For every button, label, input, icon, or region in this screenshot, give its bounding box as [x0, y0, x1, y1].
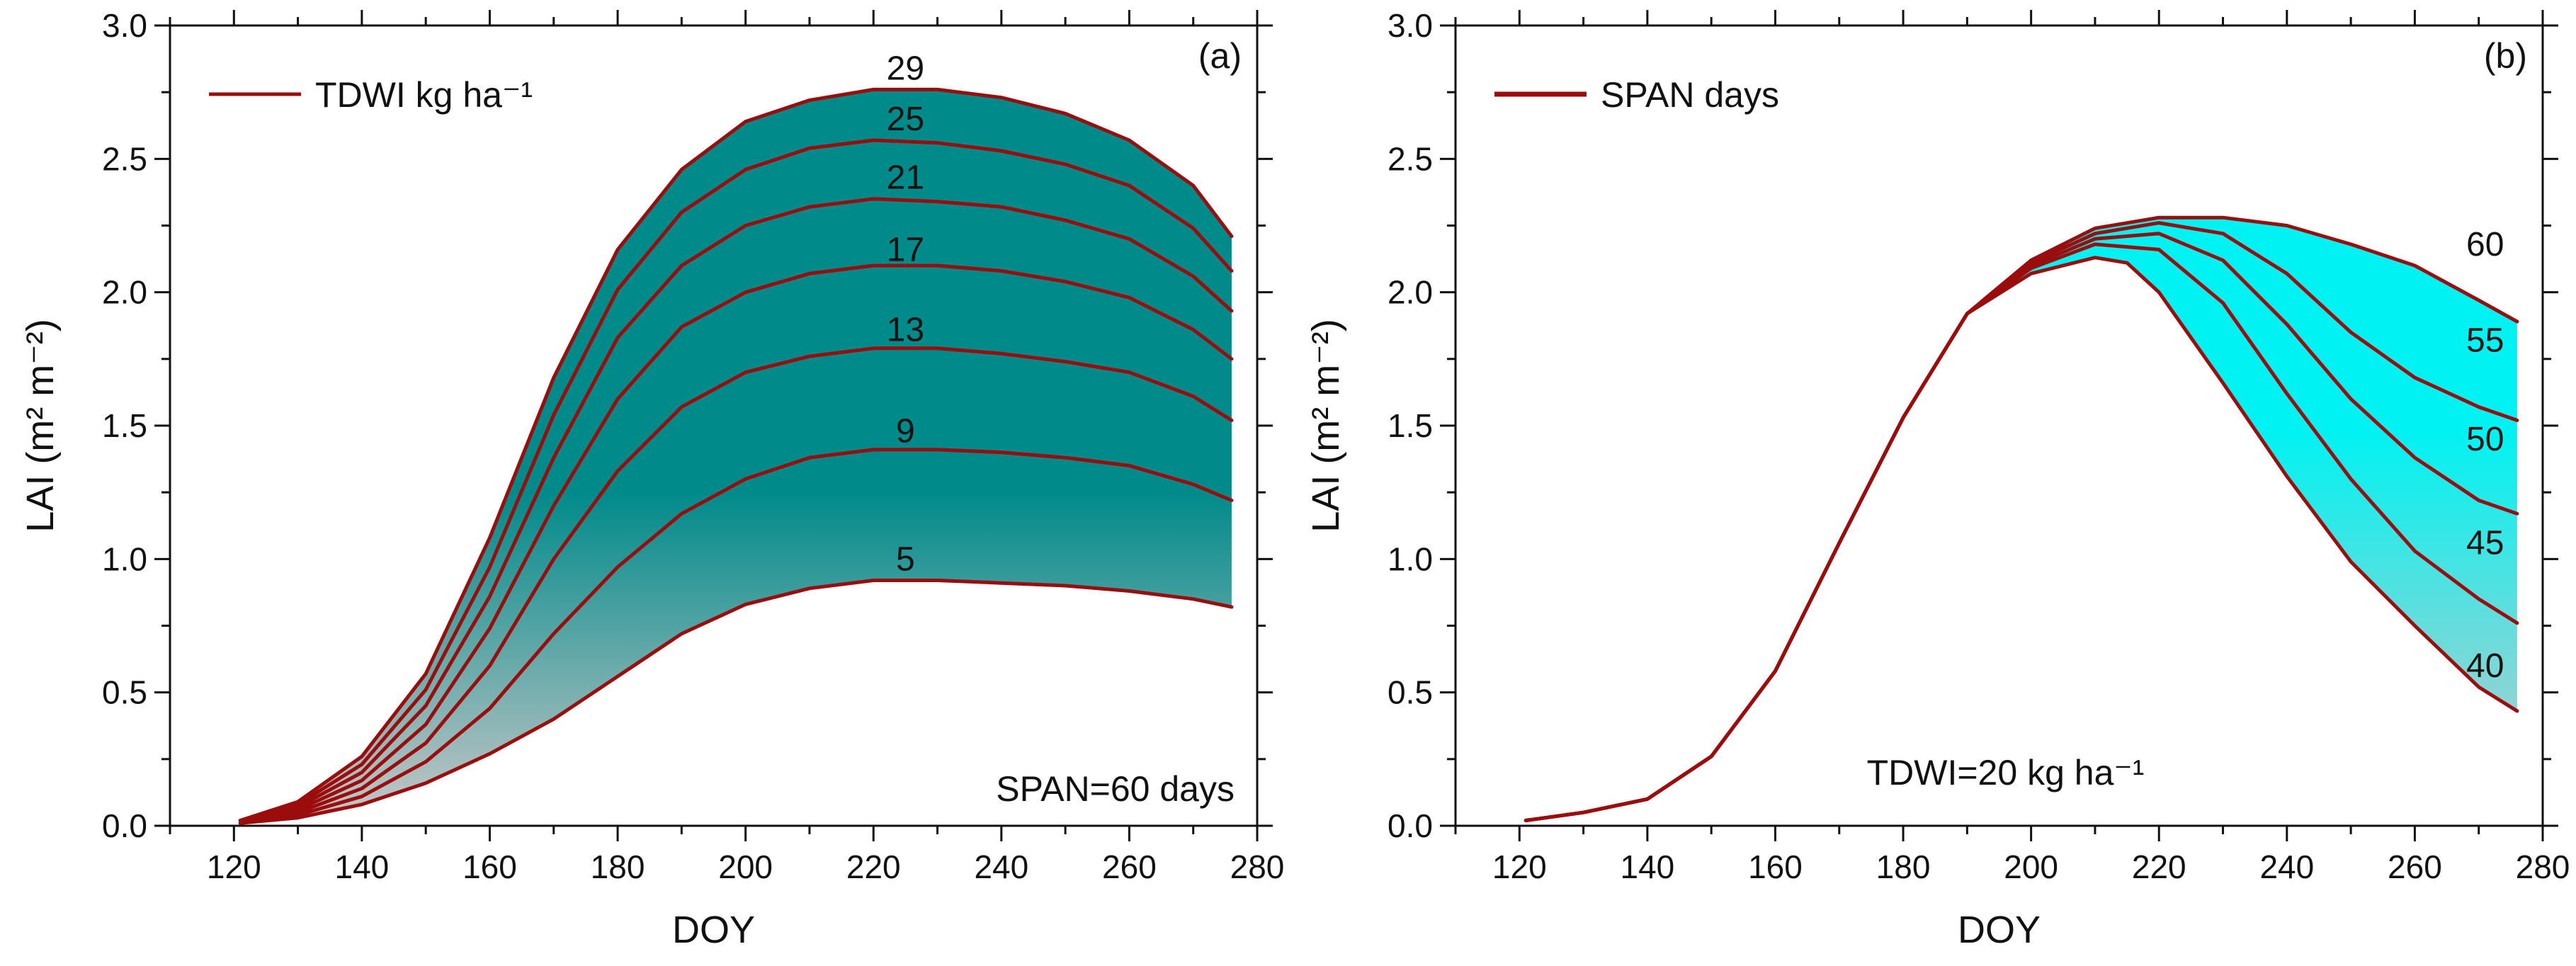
panel-a-x-tick-label: 240: [974, 848, 1028, 885]
panel-a-series-label-17: 17: [887, 231, 924, 268]
panel-b-x-tick-label: 120: [1492, 848, 1547, 885]
panel-b-x-axis-label: DOY: [1958, 909, 2041, 951]
panel-a-y-tick-label: 2.0: [102, 274, 147, 311]
panel-a-y-tick-label: 1.5: [102, 407, 147, 444]
panel-a-y-axis-label: LAI (m² m⁻²): [19, 319, 62, 532]
panel-b-y-tick-label: 3.0: [1388, 7, 1433, 44]
panel-b-y-axis-label: LAI (m² m⁻²): [1305, 319, 1347, 532]
panel-b: 120 140 160 180 200 220 240 260 280 0.0 0.5 1.0 1.5 2…: [1305, 7, 2570, 951]
panel-b-y-tick-label: 1.0: [1388, 540, 1433, 577]
panel-a-fill-area: [240, 89, 1232, 824]
panel-a-series-21: [238, 197, 1234, 822]
panel-a-x-tick-label: 120: [207, 848, 261, 885]
panel-a-series-label-25: 25: [887, 101, 924, 138]
panel-a-fill: [240, 89, 1232, 824]
panel-b-series-label-40: 40: [2466, 647, 2504, 685]
panel-a-y-tick-label: 1.0: [102, 540, 147, 577]
panel-b-axes: 120 140 160 180 200 220 240 260 280 0.0 0.5 1.0 1.5 2…: [1388, 7, 2570, 885]
panel-b-y-tick-label: 2.0: [1388, 274, 1433, 311]
panel-a-series-17: [238, 263, 1234, 825]
panel-b-x-tick-label: 220: [2132, 848, 2186, 885]
panel-a-x-tick-label: 180: [591, 848, 645, 885]
panel-a-series: [238, 87, 1234, 825]
panel-b-y-tick-label: 2.5: [1388, 140, 1433, 177]
panel-b-series-labels: 40 45 50 55 60: [2466, 226, 2504, 685]
panel-a-y-tick-label: 0.0: [102, 807, 147, 844]
panel-a-x-tick-label: 200: [718, 848, 773, 885]
panel-b-x-tick-label: 280: [2516, 848, 2570, 885]
panel-b-x-tick-label: 260: [2388, 848, 2442, 885]
panel-b-legend-label: SPAN days: [1601, 75, 1779, 115]
panel-b-x-tick-label: 240: [2259, 848, 2314, 885]
panel-b-annotation: TDWI=20 kg ha⁻¹: [1867, 753, 2145, 792]
panel-a-x-tick-label: 260: [1102, 848, 1157, 885]
panel-a-series-9: [238, 448, 1234, 825]
panel-b-x-tick-label: 140: [1621, 848, 1675, 885]
panel-a-label: (a): [1198, 36, 1242, 76]
panel-a: 120 140 160 180 200 220 240 260 280 0.0 0.5 1.0 1.5 2…: [19, 7, 1284, 951]
panel-b-series-label-55: 55: [2466, 322, 2504, 359]
panel-b-label: (b): [2484, 36, 2527, 76]
panel-a-series-25: [238, 138, 1234, 822]
panel-b-series-label-45: 45: [2466, 525, 2504, 562]
panel-b-fill-area: [1526, 217, 2517, 821]
panel-a-legend-label: TDWI kg ha⁻¹: [315, 75, 533, 115]
panel-a-series-13: [238, 346, 1234, 825]
panel-a-y-tick-label: 3.0: [102, 7, 147, 44]
panel-a-annotation: SPAN=60 days: [996, 769, 1235, 809]
panel-a-x-tick-label: 280: [1230, 848, 1285, 885]
panel-a-x-tick-label: 220: [846, 848, 901, 885]
panel-a-y-tick-label: 2.5: [102, 140, 147, 177]
panel-b-series-label-60: 60: [2466, 226, 2504, 263]
panel-a-x-tick-label: 140: [335, 848, 390, 885]
panel-a-series-29: [238, 87, 1234, 822]
panel-b-x-tick-label: 160: [1748, 848, 1803, 885]
panel-a-series-label-9: 9: [896, 413, 915, 450]
panel-a-series-labels: 5 9 13 17 21 25 29: [887, 50, 924, 578]
panel-a-x-axis-label: DOY: [672, 909, 755, 951]
panel-b-x-tick-label: 180: [1876, 848, 1931, 885]
panel-b-x-tick-label: 200: [2004, 848, 2058, 885]
panel-b-series-label-50: 50: [2466, 421, 2504, 458]
panel-b-series: [1524, 215, 2519, 822]
panel-a-series-label-29: 29: [887, 50, 924, 87]
panel-b-series-60: [1524, 215, 2519, 822]
panel-a-series-label-21: 21: [887, 159, 924, 197]
panel-a-series-label-5: 5: [896, 540, 915, 578]
panel-b-y-tick-label: 0.0: [1388, 807, 1433, 844]
panel-a-series-label-13: 13: [887, 311, 924, 348]
panel-b-fill: [1526, 217, 2517, 821]
panel-b-y-tick-label: 0.5: [1388, 674, 1433, 711]
panel-a-series-5: [238, 579, 1234, 825]
panel-a-x-tick-label: 160: [463, 848, 517, 885]
panel-b-y-tick-label: 1.5: [1388, 407, 1433, 444]
panel-a-axes: 120 140 160 180 200 220 240 260 280 0.0 0.5 1.0 1.5 2…: [102, 7, 1284, 885]
panel-a-y-tick-label: 0.5: [102, 674, 147, 711]
